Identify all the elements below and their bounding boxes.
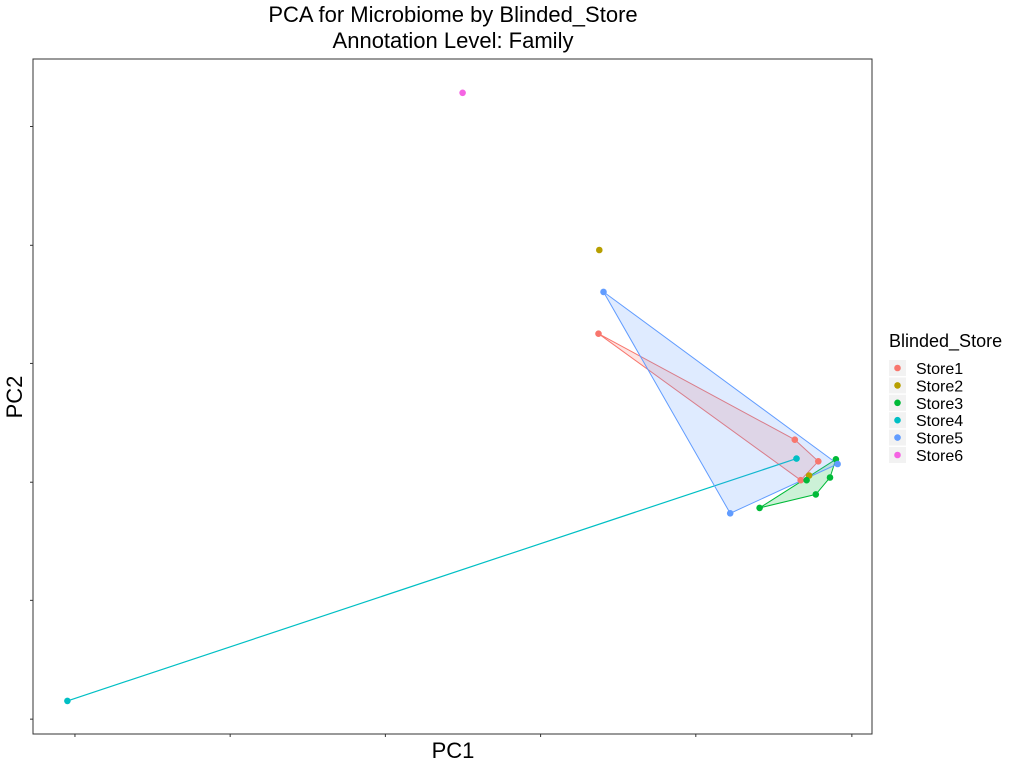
point-store5-2: [726, 510, 734, 517]
legend-label-store4: Store4: [916, 413, 963, 430]
legend-label-store1: Store1: [916, 361, 963, 378]
x-axis-label: PC1: [432, 738, 475, 763]
legend-key-store5: [894, 434, 901, 441]
point-store3-3: [826, 474, 834, 481]
point-store5-3: [834, 460, 841, 468]
legend-title: Blinded_Store: [889, 331, 1002, 352]
point-store4-2: [793, 455, 800, 462]
chart-title: PCA for Microbiome by Blinded_Store: [268, 2, 637, 27]
y-axis-label: PC2: [2, 376, 27, 419]
legend-label-store3: Store3: [916, 396, 963, 413]
point-store3-1: [756, 504, 763, 512]
hull-layer: [67, 291, 839, 702]
plot-area: [30, 58, 873, 737]
plot-panel-border: [32, 58, 873, 735]
point-store1-3: [815, 458, 822, 465]
point-layer: [64, 89, 841, 705]
legend-key-store4: [894, 416, 901, 424]
point-store4-1: [64, 697, 71, 705]
point-store1-2: [791, 436, 799, 444]
hull-store5: [603, 291, 839, 514]
legend-key-store3: [894, 399, 901, 407]
point-store2-1: [596, 246, 603, 254]
point-store5-1: [600, 288, 607, 296]
tick-layer: [30, 126, 853, 737]
legend: Blinded_Store Store1Store2Store3Store4St…: [889, 331, 1002, 465]
chart-subtitle: Annotation Level: Family: [333, 28, 574, 53]
legend-key-store6: [894, 451, 901, 459]
legend-key-store1: [894, 364, 901, 372]
hull-store4: [67, 458, 797, 702]
legend-key-store2: [894, 382, 901, 389]
point-store1-4: [797, 476, 804, 484]
legend-label-store5: Store5: [916, 431, 963, 448]
point-store1-1: [595, 330, 602, 338]
point-store3-5: [803, 476, 810, 484]
point-store3-2: [812, 491, 820, 498]
legend-label-store2: Store2: [916, 378, 963, 395]
legend-label-store6: Store6: [916, 448, 963, 465]
point-store6-1: [459, 89, 466, 97]
